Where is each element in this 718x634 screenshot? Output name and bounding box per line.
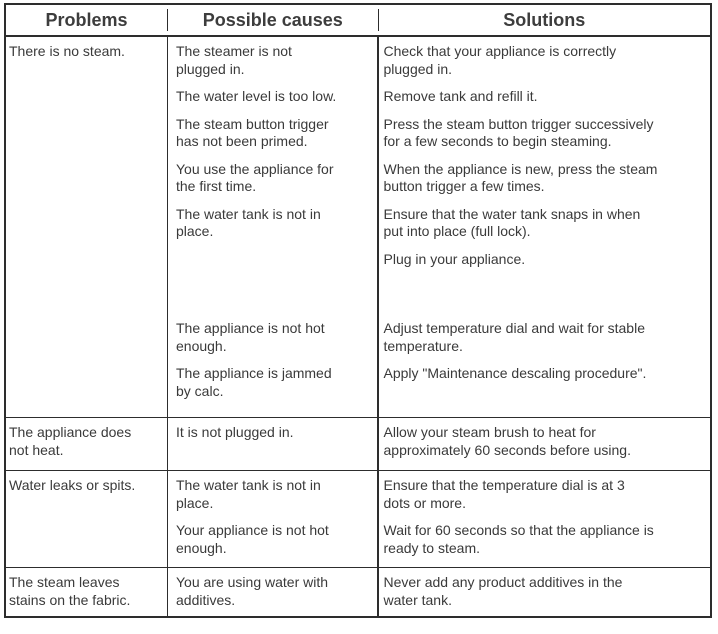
solution-text: Remove tank and refill it. (383, 88, 538, 104)
solution-text: Check that your appliance is correctly p… (383, 43, 617, 77)
solution-text: Ensure that the water tank snaps in when… (383, 205, 641, 240)
cause-solution-pair: The water tank is not in place. Ensure t… (168, 206, 710, 241)
cause-solution-pair: The steam button trigger has not been pr… (168, 116, 710, 151)
cause-solution-pair: It is not plugged in. Allow your steam b… (168, 424, 710, 459)
cause-text: The steam button trigger has not been pr… (176, 115, 329, 150)
cause-solution-pair: The water tank is not in place. Ensure t… (168, 477, 710, 512)
cause-text: The appliance is not hot enough. (176, 320, 325, 354)
table-row-leaks: Water leaks or spits. The water tank is … (6, 470, 710, 567)
cause-text: The steamer is not plugged in. (176, 43, 292, 77)
solution-text: Wait for 60 seconds so that the applianc… (383, 522, 654, 556)
cause-text: You use the appliance for the first time… (176, 160, 334, 195)
header-problems: Problems (6, 9, 168, 31)
cause-solution-pair: Plug in your appliance. (168, 251, 710, 269)
cause-solution-pair: The appliance is not hot enough. Adjust … (168, 320, 710, 355)
cause-text: The water tank is not in place. (176, 477, 321, 511)
solution-text: Apply "Maintenance descaling procedure". (383, 365, 647, 381)
header-possible-causes: Possible causes (168, 9, 379, 31)
causes-solutions-group: It is not plugged in. Allow your steam b… (168, 418, 710, 470)
cause-solution-pair: The appliance is jammed by calc. Apply "… (168, 365, 710, 400)
solution-text: When the appliance is new, press the ste… (383, 160, 658, 195)
causes-solutions-group: The water tank is not in place. Ensure t… (168, 471, 710, 567)
problem-cell: Water leaks or spits. (6, 471, 168, 567)
cause-text: The water level is too low. (176, 88, 337, 104)
solution-text: Adjust temperature dial and wait for sta… (383, 320, 645, 354)
table-row-no-heat: The appliance does not heat. It is not p… (6, 417, 710, 470)
problem-cell: The steam leaves stains on the fabric. (6, 568, 168, 616)
problem-cell: There is no steam. (6, 37, 168, 417)
problem-cell: The appliance does not heat. (6, 418, 168, 470)
troubleshooting-table: Problems Possible causes Solutions There… (4, 3, 712, 618)
causes-solutions-group: You are using water with additives. Neve… (168, 568, 710, 616)
solution-text: Allow your steam brush to heat for appro… (383, 424, 631, 458)
solution-text: Press the steam button trigger successiv… (383, 115, 654, 150)
table-header-row: Problems Possible causes Solutions (6, 5, 710, 37)
header-solutions: Solutions (503, 10, 586, 30)
solution-text: Never add any product additives in the w… (383, 574, 623, 608)
cause-solution-pair: Your appliance is not hot enough. Wait f… (168, 522, 710, 557)
table-row-no-steam: There is no steam. The steamer is not pl… (6, 37, 710, 417)
cause-solution-pair: The water level is too low. Remove tank … (168, 88, 710, 106)
solution-text: Plug in your appliance. (383, 250, 526, 267)
cause-text: Your appliance is not hot enough. (176, 522, 329, 556)
row-spacer (168, 278, 710, 310)
solution-text: Ensure that the temperature dial is at 3… (383, 477, 625, 511)
cause-solution-pair: You use the appliance for the first time… (168, 161, 710, 196)
causes-solutions-group: The steamer is not plugged in. Check tha… (168, 37, 710, 417)
table-row-stains: The steam leaves stains on the fabric. Y… (6, 567, 710, 616)
cause-solution-pair: The steamer is not plugged in. Check tha… (168, 43, 710, 78)
cause-text: You are using water with additives. (176, 574, 329, 608)
cause-text: The water tank is not in place. (176, 205, 321, 240)
cause-text: The appliance is jammed by calc. (176, 365, 332, 399)
cause-text: It is not plugged in. (176, 424, 294, 440)
cause-solution-pair: You are using water with additives. Neve… (168, 574, 710, 609)
